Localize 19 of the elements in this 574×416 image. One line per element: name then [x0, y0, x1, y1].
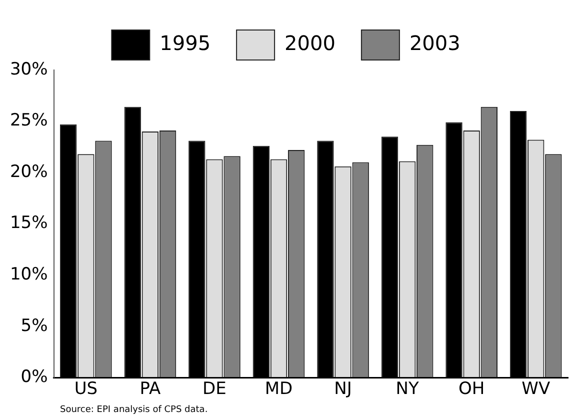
x-tick-label: DE	[202, 379, 226, 400]
y-tick-label: 30%	[10, 59, 48, 80]
x-tick-label: WV	[522, 379, 550, 400]
x-tick-label: US	[74, 379, 98, 400]
source-note: Source: EPI analysis of CPS data.	[60, 404, 208, 415]
legend-label: 2000	[284, 31, 336, 56]
x-tick-label: MD	[264, 379, 293, 400]
y-tick-label: 25%	[10, 110, 48, 131]
y-tick-label: 0%	[20, 367, 48, 388]
x-tick-label: OH	[458, 379, 485, 400]
legend-label: 2003	[409, 31, 460, 56]
x-tick-label: PA	[140, 379, 161, 400]
y-tick-label: 15%	[10, 213, 48, 234]
y-tick-label: 10%	[10, 264, 48, 284]
legend-label: 1995	[160, 31, 211, 56]
y-tick-label: 5%	[20, 316, 48, 336]
x-tick-label: NJ	[334, 379, 352, 400]
y-tick-label: 20%	[10, 162, 48, 182]
x-tick-label: NY	[396, 379, 420, 400]
